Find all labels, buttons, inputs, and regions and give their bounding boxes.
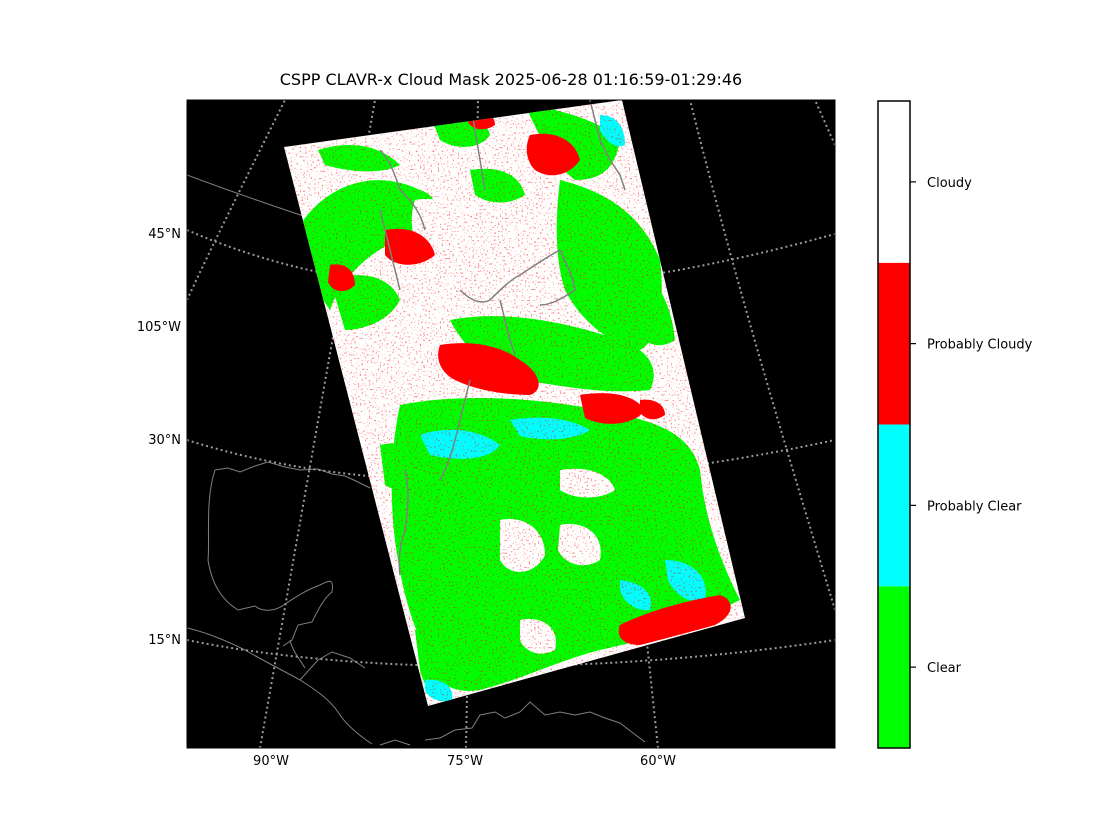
colorbar-segment bbox=[878, 424, 910, 587]
lon-label: 90°W bbox=[253, 754, 289, 769]
colorbar-label: Probably Cloudy bbox=[927, 338, 1033, 353]
colorbar-label: Cloudy bbox=[927, 176, 972, 191]
lon-label: 75°W bbox=[447, 754, 483, 769]
colorbar-segment bbox=[878, 101, 910, 263]
colorbar-label: Clear bbox=[927, 661, 962, 676]
lat-label: 105°W bbox=[137, 320, 181, 335]
colorbar-segment bbox=[878, 586, 910, 748]
lat-label: 45°N bbox=[148, 227, 181, 242]
colorbar-frame bbox=[877, 100, 911, 749]
lat-label: 30°N bbox=[148, 433, 181, 448]
lon-label: 60°W bbox=[640, 754, 676, 769]
colorbar: Clear Probably Clear Probably Cloudy Cloudy bbox=[877, 100, 1033, 749]
chart-title: CSPP CLAVR-x Cloud Mask 2025-06-28 01:16… bbox=[279, 70, 743, 89]
colorbar-segment bbox=[878, 262, 910, 425]
map-frame bbox=[186, 99, 836, 749]
lat-label: 15°N bbox=[148, 633, 181, 648]
colorbar-label: Probably Clear bbox=[927, 499, 1022, 514]
